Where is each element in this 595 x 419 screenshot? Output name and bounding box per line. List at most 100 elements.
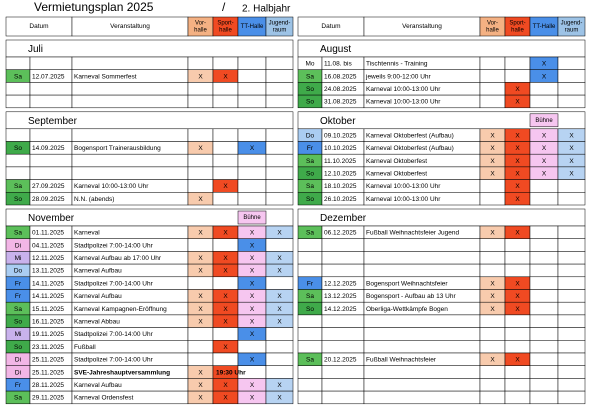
date: 20.12.2025 <box>324 357 357 364</box>
cell <box>504 327 531 341</box>
cell <box>237 56 267 70</box>
header-date: Datum <box>321 23 340 30</box>
cell <box>297 365 323 379</box>
booking-mark: X <box>542 61 547 68</box>
header-hall: Jugend- <box>269 21 291 27</box>
booking-mark: X <box>198 293 203 300</box>
cell <box>529 340 559 354</box>
cell <box>29 166 73 180</box>
date: 04.11.2025 <box>32 242 64 249</box>
event: Karneval Kampagnen-Eröffnung <box>74 306 167 313</box>
cell <box>297 390 323 405</box>
cell <box>5 94 31 109</box>
day: So <box>14 344 22 351</box>
cell <box>321 327 365 341</box>
event: Stadtpolizei 7:00-14:00 Uhr <box>74 242 154 249</box>
cell <box>479 179 506 193</box>
cell <box>529 276 559 290</box>
booking-mark: X <box>250 230 255 237</box>
event: Karneval Aufbau <box>74 382 122 389</box>
cell <box>321 263 365 278</box>
booking-mark: X <box>515 86 520 93</box>
cell <box>363 378 481 392</box>
header-cell <box>265 16 294 37</box>
booking-mark: X <box>198 382 203 389</box>
cell <box>265 192 294 206</box>
booking-mark: X <box>515 230 520 237</box>
header-event: Veranstaltung <box>402 23 442 30</box>
cell <box>321 390 365 405</box>
day: Sa <box>14 73 22 80</box>
booking-mark: X <box>223 344 228 351</box>
event: Karneval Oktoberfest <box>366 170 427 177</box>
cell <box>557 276 586 290</box>
booking-mark: X <box>250 280 255 287</box>
cell <box>479 94 506 109</box>
cell <box>212 56 239 70</box>
event: Stadtpolizei 7:00-14:00 Uhr <box>74 331 154 338</box>
date: 14.11.2025 <box>32 280 64 287</box>
event: Karneval Sommerfest <box>74 73 137 80</box>
cell <box>187 238 214 252</box>
cell <box>265 352 294 366</box>
day: Sa <box>306 183 314 190</box>
booking-mark: X <box>569 170 574 177</box>
cell <box>504 365 531 379</box>
event: Karneval Oktoberfest (Aufbau) <box>366 145 454 152</box>
month-name: September <box>28 116 78 127</box>
booking-mark: X <box>198 268 203 275</box>
cell <box>187 327 214 341</box>
booking-mark: X <box>277 230 282 237</box>
cell <box>557 192 586 206</box>
cell <box>212 166 239 180</box>
cell <box>265 56 294 70</box>
cell <box>265 340 294 354</box>
booking-mark: X <box>250 306 255 313</box>
cell <box>557 82 586 96</box>
cell <box>212 128 239 142</box>
cell <box>5 166 31 180</box>
date: 12.11.2025 <box>32 255 64 262</box>
cell <box>71 166 189 180</box>
date: 01.11.2025 <box>32 230 64 237</box>
cell <box>557 289 586 303</box>
cell <box>557 179 586 193</box>
date: 13.12.2025 <box>324 293 357 300</box>
booking-mark: X <box>198 145 203 152</box>
date: 11.10.2025 <box>324 158 356 165</box>
cell <box>187 179 214 193</box>
booking-mark: X <box>277 318 282 325</box>
cell <box>237 128 267 142</box>
stage-label-box <box>529 113 559 128</box>
event: Karneval <box>74 230 100 237</box>
booking-mark: X <box>515 132 520 139</box>
day: Fr <box>307 145 314 152</box>
cell <box>237 179 267 193</box>
booking-mark: X <box>569 145 574 152</box>
booking-mark: X <box>490 293 495 300</box>
cell <box>265 365 294 379</box>
cell <box>529 327 559 341</box>
header-hall: Sport- <box>509 21 525 27</box>
booking-mark: X <box>490 158 495 165</box>
cell <box>237 94 267 109</box>
cell <box>71 94 189 109</box>
date: 11.08. bis <box>324 61 352 68</box>
event: Bogensport - Aufbau ab 13 Uhr <box>366 293 456 300</box>
cell <box>557 352 586 366</box>
booking-mark: X <box>250 242 255 249</box>
header-hall: TT-Halle <box>533 24 556 30</box>
cell <box>529 390 559 405</box>
date: 16.11.2025 <box>32 318 64 325</box>
date: 25.11.2025 <box>32 369 64 376</box>
cell <box>529 82 559 96</box>
cell <box>5 153 31 168</box>
booking-mark: X <box>198 196 203 203</box>
booking-mark: X <box>250 331 255 338</box>
booking-mark: X <box>515 306 520 313</box>
cell <box>529 192 559 206</box>
cell <box>529 251 559 265</box>
booking-mark: X <box>223 395 228 402</box>
date: 27.09.2025 <box>32 183 65 190</box>
